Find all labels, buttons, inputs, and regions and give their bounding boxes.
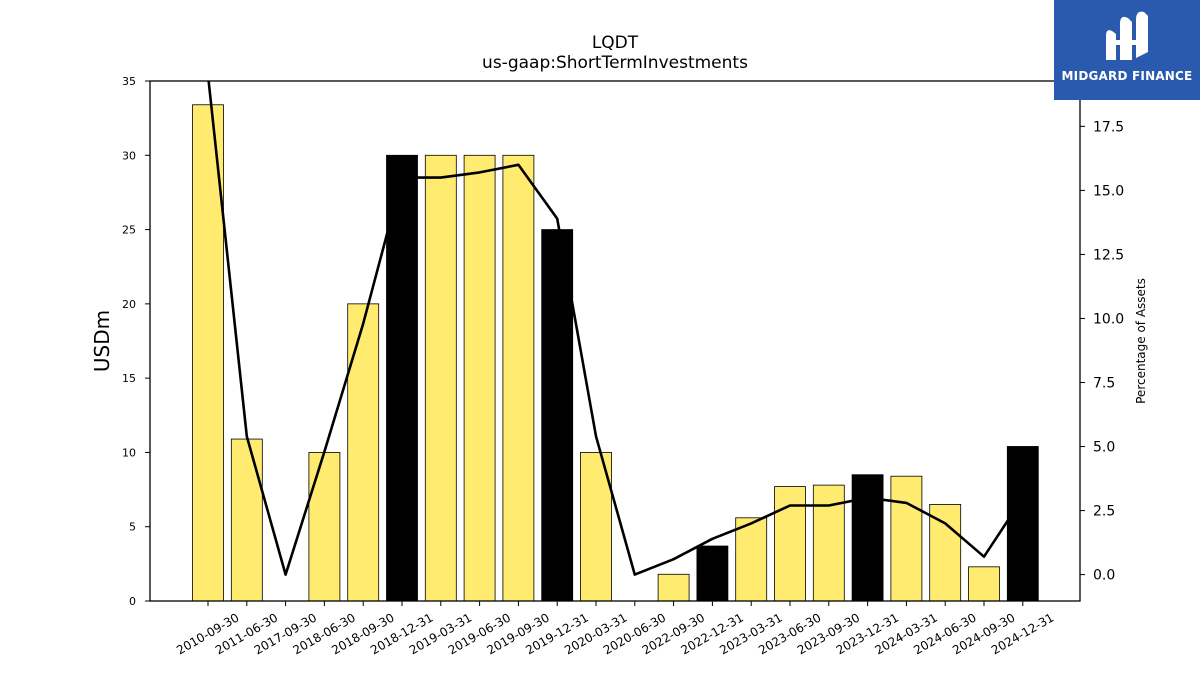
midgard-logo-icon [1106,11,1148,60]
chart-title: LQDT [592,33,639,53]
y-axis-label: USDm [90,310,114,372]
bar-2010-09-30 [192,104,224,602]
y2-tick-label: 0.0 [1093,568,1115,584]
bar-2024-06-30 [929,504,962,602]
y2-tick-label: 12.5 [1093,247,1124,263]
brand-logo: MIDGARD FINANCE [1054,0,1200,100]
bar-2024-12-31 [1006,446,1039,602]
bar-2011-06-30 [230,438,263,602]
y-tick-label: 20 [122,298,136,311]
bar-2022-12-31 [696,545,729,602]
y-tick-label: 30 [122,149,136,162]
y-tick-label: 25 [122,224,136,237]
bar-2018-06-30 [308,452,341,602]
y2-axis-label: Percentage of Assets [1134,278,1148,404]
y-tick-label: 35 [122,75,136,88]
bars-group [192,104,1039,602]
bar-2019-03-31 [424,154,457,602]
bar-2022-09-30 [657,573,690,602]
y-tick-label: 0 [129,595,136,608]
bar-2019-09-30 [502,154,535,602]
y-tick-label: 10 [122,446,136,459]
chart-subtitle: us-gaap:ShortTermInvestments [482,53,748,73]
y2-tick-label: 5.0 [1093,440,1115,456]
bar-2024-09-30 [968,566,1000,602]
bar-2024-03-31 [890,475,923,602]
y2-tick-label: 15.0 [1093,183,1124,199]
bar-2023-03-31 [735,517,768,602]
plot-frame [149,80,1081,602]
y2-tick-label: 17.5 [1093,119,1124,135]
brand-name: MIDGARD FINANCE [1061,69,1193,83]
bar-2018-12-31 [386,154,418,602]
y2-tick-label: 10.0 [1093,311,1124,327]
y-tick-label: 5 [129,521,136,534]
y2-tick-label: 7.5 [1093,375,1115,391]
y-tick-label: 15 [122,372,136,385]
percentage-line [207,81,1024,576]
bar-2023-06-30 [774,486,806,602]
bar-2019-12-31 [541,229,574,602]
bar-2018-09-30 [347,303,380,602]
bar-2019-06-30 [463,154,496,602]
line-group [207,81,1024,576]
y2-tick-label: 2.5 [1093,504,1115,520]
bar-2023-12-31 [851,474,884,602]
